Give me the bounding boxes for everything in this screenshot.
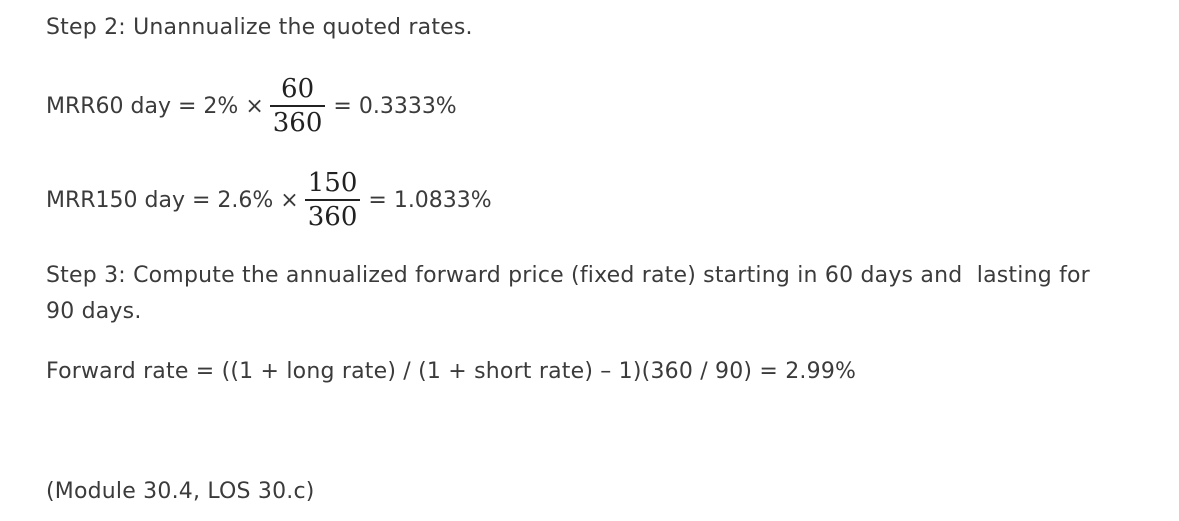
equation-mrr150-rhs: = 1.0833%: [368, 187, 492, 213]
fraction-denominator: 360: [272, 108, 323, 138]
fraction-60-over-360: 60 360: [269, 73, 326, 139]
fraction-numerator: 60: [281, 74, 315, 104]
step3-heading-line1: Step 3: Compute the annualized forward p…: [46, 263, 1090, 288]
equation-mrr60-rhs: = 0.3333%: [333, 93, 457, 119]
fraction-150-over-360: 150 360: [304, 167, 361, 233]
fraction-bar: [304, 199, 361, 201]
step3-heading-line2: 90 days.: [46, 299, 142, 324]
equation-mrr60-lhs: MRR60 day = 2% ×: [46, 93, 264, 119]
fraction-denominator: 360: [307, 202, 358, 232]
equation-mrr150-lhs: MRR150 day = 2.6% ×: [46, 187, 299, 213]
forward-rate-formula: Forward rate = ((1 + long rate) / (1 + s…: [46, 359, 857, 384]
module-reference: (Module 30.4, LOS 30.c): [46, 479, 315, 504]
step2-heading: Step 2: Unannualize the quoted rates.: [46, 15, 473, 40]
fraction-bar: [269, 105, 326, 107]
fraction-numerator: 150: [307, 168, 358, 198]
equation-mrr60: MRR60 day = 2% × 60 360 = 0.3333%: [46, 66, 457, 146]
equation-mrr150: MRR150 day = 2.6% × 150 360 = 1.0833%: [46, 160, 492, 240]
